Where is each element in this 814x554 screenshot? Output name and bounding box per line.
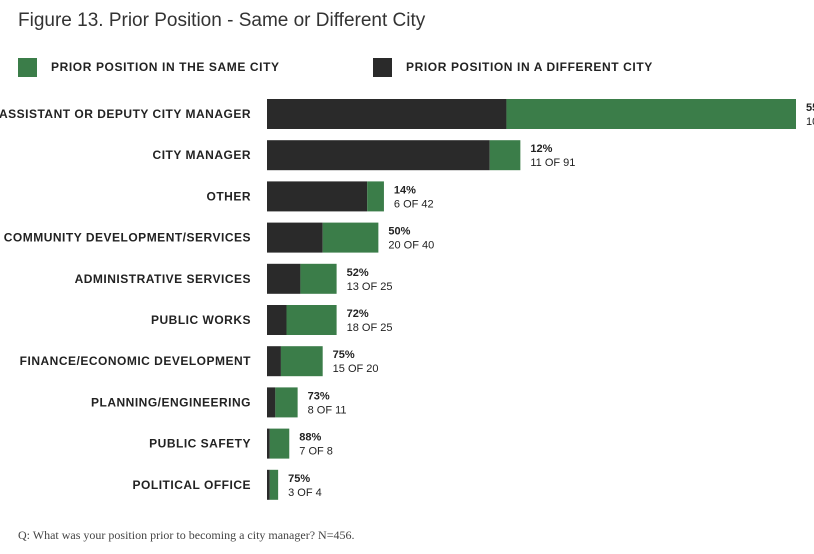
category-label: COMMUNITY DEVELOPMENT/SERVICES — [4, 231, 251, 245]
bar-different-city — [267, 263, 301, 294]
bar-same-city — [269, 469, 279, 500]
percent-label: 88% — [299, 432, 321, 444]
percent-label: 75% — [288, 473, 310, 485]
count-label: 6 OF 42 — [394, 198, 434, 210]
percent-label: 50% — [388, 226, 410, 238]
count-label: 20 OF 40 — [388, 240, 434, 252]
category-label: POLITICAL OFFICE — [133, 478, 251, 492]
bar-same-city — [280, 346, 323, 377]
percent-label: 75% — [333, 349, 355, 361]
bar-different-city — [267, 428, 270, 459]
category-label: ADMINISTRATIVE SERVICES — [75, 272, 251, 286]
count-label: 18 OF 25 — [347, 322, 393, 334]
legend-label-same-city: PRIOR POSITION IN THE SAME CITY — [51, 60, 280, 74]
category-label: ASSISTANT OR DEPUTY CITY MANAGER — [0, 107, 251, 121]
count-label: 3 OF 4 — [288, 487, 322, 499]
legend-item-same-city: PRIOR POSITION IN THE SAME CITY — [18, 56, 280, 78]
bar-different-city — [267, 469, 270, 500]
percent-label: 14% — [394, 184, 416, 196]
bar-different-city — [267, 305, 287, 335]
bar-same-city — [489, 140, 521, 171]
percent-label: 72% — [347, 308, 369, 320]
count-label: 13 OF 25 — [347, 281, 393, 293]
category-label: CITY MANAGER — [153, 148, 251, 162]
bar-same-city — [286, 305, 337, 335]
bar-same-city — [322, 222, 379, 253]
percent-label: 12% — [530, 143, 552, 155]
legend-item-different-city: PRIOR POSITION IN A DIFFERENT CITY — [373, 56, 653, 78]
bar-different-city — [267, 346, 281, 377]
count-label: 7 OF 8 — [299, 446, 333, 458]
count-label: 8 OF 11 — [308, 404, 347, 416]
category-label: PUBLIC WORKS — [151, 313, 251, 327]
chart-title: Figure 13. Prior Position - Same or Diff… — [18, 10, 426, 31]
percent-label: 52% — [347, 267, 369, 279]
legend-swatch-same-city — [18, 57, 37, 77]
category-label: FINANCE/ECONOMIC DEVELOPMENT — [20, 354, 252, 368]
bar-different-city — [267, 387, 276, 418]
legend-swatch-different-city — [373, 57, 392, 77]
footnote: Q: What was your position prior to becom… — [18, 528, 355, 542]
category-label: PLANNING/ENGINEERING — [91, 395, 251, 409]
bar-same-city — [300, 263, 337, 294]
category-label: PUBLIC SAFETY — [149, 437, 251, 451]
legend-label-different-city: PRIOR POSITION IN A DIFFERENT CITY — [406, 60, 653, 74]
percent-label: 73% — [308, 390, 330, 402]
bar-different-city — [267, 99, 507, 129]
bar-same-city — [269, 428, 290, 459]
bar-different-city — [267, 222, 323, 253]
bar-same-city — [506, 99, 796, 129]
count-label: 15 OF 20 — [333, 363, 379, 375]
bar-same-city — [367, 181, 384, 212]
count-label: 104 OF 190 — [806, 116, 814, 128]
bar-different-city — [267, 140, 490, 171]
bar-same-city — [275, 387, 298, 418]
count-label: 11 OF 91 — [530, 157, 575, 169]
bar-different-city — [267, 181, 368, 212]
category-label: OTHER — [207, 189, 252, 203]
percent-label: 55% — [806, 102, 814, 114]
